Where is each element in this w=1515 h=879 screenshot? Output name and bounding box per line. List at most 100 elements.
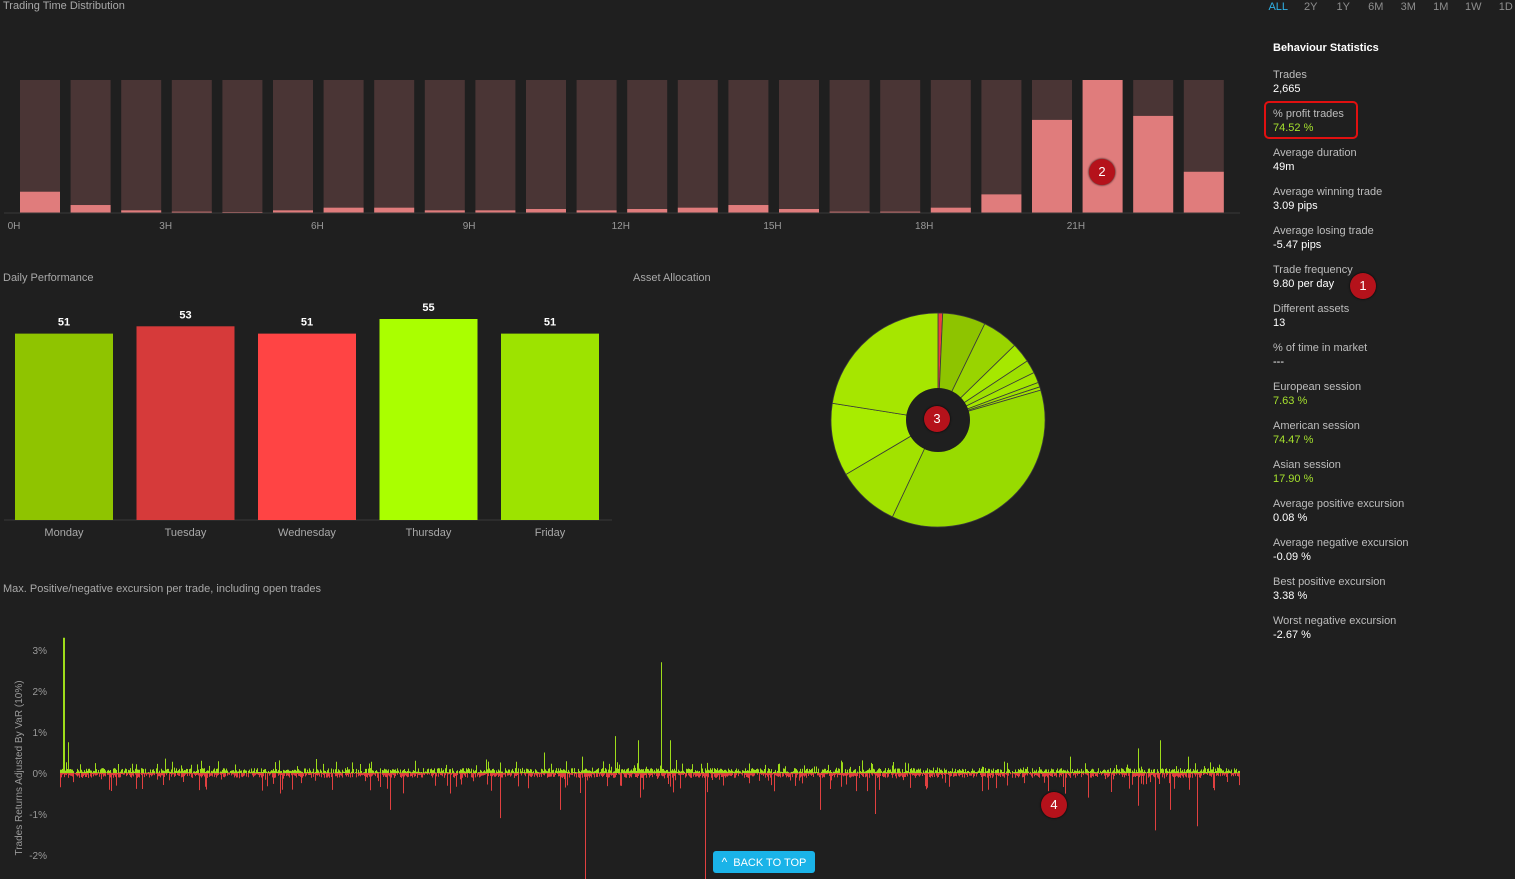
behaviour-statistics: Behaviour Statistics Trades 2,665 % profit… [1264,41,1503,653]
daily-performance-title: Daily Performance [3,272,94,284]
annotation-badge-1: 1 [1350,273,1376,299]
excursion-y-tick: -2% [29,851,47,862]
stat-value: 74.52 % [1273,122,1314,134]
range-tab-1m[interactable]: 1M [1433,1,1449,13]
daily-day-label: Friday [535,527,566,539]
hour-tick-label: 9H [463,221,476,232]
hour-bar [981,194,1022,213]
hour-bar [627,209,668,213]
pie-slice [831,312,939,421]
stat-label: Asian session [1273,459,1341,471]
stat-label: Average winning trade [1273,186,1383,198]
range-tab-1d[interactable]: 1D [1498,1,1513,13]
stat-4: Average losing trade -5.47 pips [1273,224,1503,263]
back-to-top-button[interactable]: ^ BACK TO TOP [713,851,815,873]
hour-bar-bg [273,80,313,213]
asset-allocation-chart [830,312,1046,528]
hour-bar [1082,80,1123,213]
stat-value: -5.47 pips [1273,239,1322,251]
daily-bar [501,333,599,520]
hour-bar-bg [728,80,769,213]
hour-bar [728,205,769,213]
stat-9: American session 74.47 % [1273,419,1503,458]
stat-label: Trade frequency [1273,264,1353,276]
range-tab-3m[interactable]: 3M [1400,1,1416,13]
hour-bar-bg [171,80,212,213]
hour-bar-bg [880,80,921,213]
stat-value: 17.90 % [1273,473,1314,485]
daily-value-label: 51 [544,317,556,329]
range-tab-all[interactable]: ALL [1268,1,1289,13]
stat-value: 7.63 % [1273,395,1308,407]
range-tabs: ALL 2Y 1Y 6M 3M 1M 1W 1D [1262,0,1515,14]
hour-tick-label: 21H [1067,221,1085,232]
annotation-badge-2: 2 [1089,159,1115,185]
stat-12: Average negative excursion -0.09 % [1273,536,1503,575]
daily-bar [15,333,113,520]
annotation-badge-4: 4 [1041,792,1067,818]
range-tab-1y[interactable]: 1Y [1336,1,1350,13]
hour-tick-label: 0H [8,221,21,232]
stat-value: 3.38 % [1273,590,1308,602]
hour-bar [1032,119,1072,213]
hour-bar [20,191,60,213]
hour-bar-bg [424,80,465,213]
stat-2: Average duration 49m [1273,146,1503,185]
daily-bar [379,319,478,520]
stat-5: Trade frequency 9.80 per day [1273,263,1503,302]
trading-time-chart: 0H 3H 6H 9H 12H 15H 18H 21H [4,80,1240,232]
daily-value-label: 53 [179,309,191,321]
hour-bar-bg [627,80,668,213]
hour-bar [1133,115,1174,213]
stat-label: Average losing trade [1273,225,1374,237]
excursion-y-label: Trades Returns Adjusted By VaR (10%) [14,680,25,855]
stat-label: Average positive excursion [1273,498,1405,510]
hour-bar [526,209,566,213]
hour-bar-bg [20,80,60,213]
hour-bar [374,207,415,213]
daily-bar [258,333,356,520]
hour-bar-bg [930,80,971,213]
hour-tick-label: 18H [915,221,933,232]
behaviour-title: Behaviour Statistics [1273,42,1379,54]
stat-value: --- [1273,356,1284,368]
hour-bar-bg [475,80,516,213]
hour-bar [779,209,819,213]
hour-tick-label: 15H [763,221,781,232]
stat-value: 3.09 pips [1273,200,1318,212]
stat-value: 9.80 per day [1273,278,1335,290]
daily-day-label: Monday [44,527,84,539]
excursion-y-tick: 3% [33,646,48,657]
stat-7: % of time in market --- [1273,341,1503,380]
excursion-y-tick: 0% [33,769,48,780]
chevron-up-icon: ^ [721,855,728,869]
daily-day-label: Thursday [406,527,452,539]
hour-bar-bg [677,80,718,213]
daily-value-label: 55 [422,302,434,314]
hour-bar [323,207,364,213]
stat-6: Different assets 13 [1273,302,1503,341]
stat-label: European session [1273,381,1362,393]
hour-bar-bg [779,80,819,213]
daily-day-label: Wednesday [278,527,336,539]
range-tab-2y[interactable]: 2Y [1304,1,1318,13]
stat-label: Trades [1273,69,1307,81]
hour-bar-bg [374,80,415,213]
hour-bar [576,210,617,213]
highlight-box [1264,101,1358,139]
hour-bar [880,211,921,213]
range-tab-6m[interactable]: 6M [1368,1,1384,13]
stat-value: -2.67 % [1273,629,1311,641]
hour-bar [424,210,465,213]
stat-1: % profit trades 74.52 % [1264,101,1503,146]
hour-bar [273,210,313,213]
pie-slice [891,389,1046,528]
hour-bar [677,207,718,213]
range-tab-1w[interactable]: 1W [1465,1,1482,13]
stat-value: 49m [1273,161,1295,173]
daily-bar [136,326,235,520]
hour-tick-label: 6H [311,221,324,232]
negative-excursion-bars [60,773,1240,879]
hour-bar [171,211,212,213]
hour-bar [930,207,971,213]
